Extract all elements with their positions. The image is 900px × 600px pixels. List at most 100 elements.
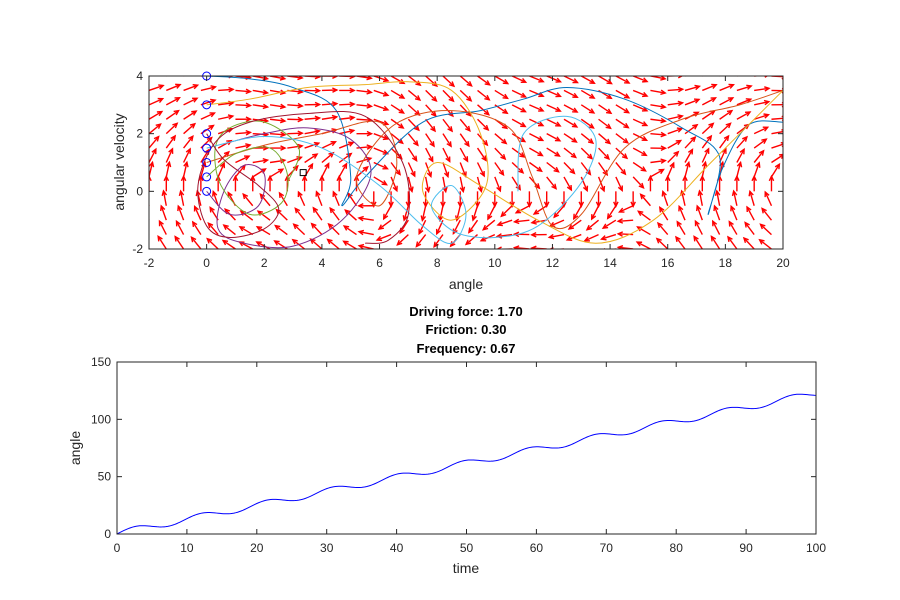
field-arrow-head (721, 147, 727, 154)
field-arrow-head (616, 231, 624, 237)
time-x-tick-label: 100 (806, 541, 826, 555)
field-arrow (546, 118, 561, 127)
initial-condition-marker (202, 129, 212, 139)
field-arrow-head (538, 77, 545, 83)
field-arrow-head (549, 246, 554, 249)
field-arrow-head (728, 83, 735, 89)
field-arrow (407, 104, 420, 116)
field-arrow-head (481, 224, 489, 231)
phase-y-tick-label: 0 (136, 184, 143, 198)
field-arrow-head (382, 91, 390, 97)
field-arrow (515, 205, 530, 214)
field-arrow-head (174, 97, 181, 103)
field-arrow (746, 206, 755, 221)
field-arrow (356, 104, 372, 108)
time-x-tick-label: 40 (390, 541, 404, 555)
field-arrow (373, 76, 389, 82)
field-arrow (749, 191, 755, 206)
field-arrow-head (275, 208, 282, 215)
time-x-tick-label: 0 (114, 541, 121, 555)
field-arrow (442, 76, 455, 87)
field-arrow-head (357, 203, 364, 209)
field-arrow (701, 97, 716, 106)
field-arrow (546, 89, 561, 98)
field-arrow-head (428, 156, 434, 163)
field-arrow-head (656, 221, 663, 229)
field-arrow-head (623, 122, 630, 129)
phase-portrait-panel: -2 0 2 4 6 8 10 12 14 16 18 20 -2 0 2 4 angle angular v… (111, 69, 790, 292)
field-arrow (149, 148, 157, 163)
field-arrow-head (297, 130, 304, 137)
field-arrow-head (242, 192, 249, 200)
field-arrow (753, 150, 765, 163)
field-arrow (339, 103, 355, 106)
field-arrow-head (714, 189, 721, 197)
field-arrow-head (382, 213, 389, 221)
field-arrow-head (537, 151, 544, 157)
field-arrow (312, 207, 323, 221)
field-arrow-head (483, 109, 491, 116)
field-arrow-head (158, 219, 164, 227)
field-arrow (511, 118, 526, 128)
field-arrow (165, 122, 178, 135)
time-axes-background (117, 362, 816, 534)
field-arrow-head (677, 86, 685, 93)
field-arrow (598, 133, 611, 144)
field-arrow-head (309, 238, 316, 245)
field-arrow-head (422, 201, 429, 208)
field-arrow (390, 133, 404, 144)
field-arrow (563, 162, 575, 174)
field-arrow (328, 223, 340, 236)
field-arrow (200, 112, 215, 120)
field-arrow (477, 118, 489, 131)
field-arrow-head (660, 158, 667, 164)
field-arrow (615, 176, 623, 191)
field-arrow (347, 192, 358, 207)
field-arrow-head (381, 180, 388, 186)
field-arrow-head (710, 97, 718, 103)
field-arrow (546, 176, 557, 190)
field-arrow (476, 162, 485, 177)
field-arrow-head (192, 84, 200, 90)
field-arrow-head (160, 204, 166, 212)
field-arrow (407, 162, 416, 177)
field-arrow (761, 208, 773, 221)
phase-y-tick-label: 4 (136, 69, 143, 83)
field-arrow (373, 161, 388, 170)
field-arrow-head (621, 153, 629, 160)
field-arrow-head (175, 219, 181, 227)
field-arrow-head (477, 186, 484, 193)
field-arrow-head (155, 123, 162, 129)
field-arrow (736, 149, 745, 163)
field-arrow (754, 87, 770, 92)
field-arrow-head (346, 152, 353, 159)
field-arrow (632, 147, 647, 156)
field-arrow (311, 223, 323, 236)
phase-x-tick-label: -2 (144, 256, 155, 270)
field-arrow (304, 153, 318, 164)
field-arrow (684, 85, 700, 92)
field-arrow (212, 191, 219, 206)
field-arrow (710, 236, 721, 249)
field-arrow-head (326, 238, 333, 245)
field-arrow-head (727, 97, 735, 103)
field-arrow-head (630, 201, 636, 208)
field-arrow (442, 162, 449, 177)
field-arrow (356, 89, 372, 94)
field-arrow-head (255, 241, 262, 247)
field-arrow (332, 191, 340, 207)
field-arrow (240, 210, 254, 221)
field-arrow-head (206, 237, 213, 244)
field-arrow-head (244, 155, 251, 161)
field-arrow-head (245, 143, 252, 149)
field-arrow-head (332, 190, 338, 197)
field-arrow-head (780, 142, 783, 148)
field-arrow-head (262, 103, 270, 110)
field-arrow-head (569, 168, 576, 175)
field-arrow-head (602, 169, 609, 177)
field-arrow-head (639, 193, 646, 200)
field-arrow-head (744, 221, 750, 228)
time-series-panel: Driving force: 1.70 Friction: 0.30 Frequ… (67, 304, 826, 576)
field-arrow-head (183, 160, 189, 168)
field-arrow-head (170, 134, 177, 142)
